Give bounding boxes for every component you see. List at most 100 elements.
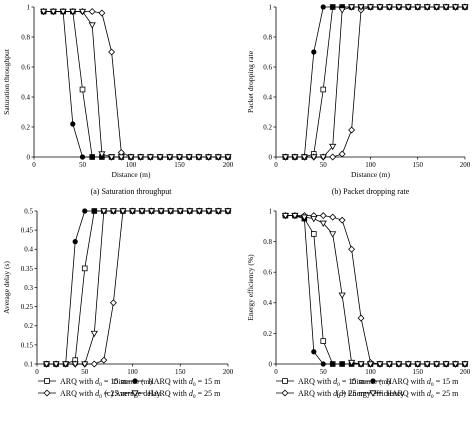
data-point <box>311 349 317 355</box>
series-line <box>285 6 465 158</box>
data-point <box>42 361 51 368</box>
data-point <box>127 154 135 161</box>
data-point <box>100 208 108 215</box>
legend-label: ARQ with d0 = 25 m <box>60 389 127 400</box>
series-triangle <box>42 208 232 368</box>
data-point <box>205 154 213 161</box>
x-tick-label: 50 <box>81 368 89 376</box>
legend-label: ARQ with d0 = 15 m <box>298 377 365 388</box>
series-line <box>285 215 465 365</box>
data-point <box>186 208 194 215</box>
x-tick-label: 150 <box>413 368 424 376</box>
data-point <box>91 208 97 214</box>
data-point <box>109 299 117 307</box>
series-square <box>43 208 231 367</box>
data-point <box>338 7 346 14</box>
data-point <box>49 8 57 16</box>
legend-label: HARQ with d0 = 25 m <box>386 389 459 400</box>
x-tick-label: 200 <box>460 161 471 169</box>
data-point <box>79 154 86 160</box>
y-tick-label: 0.6 <box>263 63 272 71</box>
data-point <box>108 154 116 161</box>
legend-item: HARQ with d0 = 15 m <box>364 377 459 388</box>
legend-item: ARQ with d0 = 15 m <box>276 377 365 388</box>
data-point <box>320 4 326 10</box>
data-point <box>291 213 299 220</box>
data-point <box>291 154 299 161</box>
series-triangle <box>40 8 232 161</box>
legend-item: HARQ with d0 = 15 m <box>126 377 221 388</box>
legend-label: HARQ with d0 = 25 m <box>148 389 221 400</box>
y-tick-label: 0.6 <box>263 269 272 277</box>
data-point <box>330 4 336 10</box>
data-point <box>404 361 412 368</box>
x-tick-label: 200 <box>460 368 471 376</box>
data-point <box>320 361 326 367</box>
data-point <box>205 208 213 215</box>
triangle-marker-icon <box>131 390 139 397</box>
data-point <box>414 4 422 11</box>
data-point <box>137 154 145 161</box>
series-line <box>285 215 465 365</box>
data-point <box>330 361 336 367</box>
data-point <box>338 150 346 158</box>
data-point <box>176 208 184 215</box>
data-point <box>319 154 327 161</box>
series-triangle <box>281 4 469 161</box>
series-dot <box>282 212 468 367</box>
legend-item: ARQ with d0 = 25 m <box>38 389 127 400</box>
data-point <box>119 208 127 215</box>
y-tick-label: 0 <box>269 153 273 161</box>
data-point <box>72 239 78 245</box>
data-point <box>117 154 125 161</box>
data-point <box>385 4 393 11</box>
figure-caption: (b) Packet dropping rate <box>332 187 410 196</box>
data-point <box>395 4 403 11</box>
data-point <box>224 154 232 161</box>
y-tick-label: 0 <box>27 153 31 161</box>
x-tick-label: 100 <box>127 368 138 376</box>
data-point <box>89 154 95 160</box>
data-point <box>81 361 89 368</box>
series-line <box>46 210 228 365</box>
legend-label: HARQ with d0 = 15 m <box>386 377 459 388</box>
y-tick-label: 0.15 <box>21 341 34 349</box>
x-tick-label: 0 <box>32 161 36 169</box>
x-tick-label: 200 <box>223 161 234 169</box>
x-tick-label: 50 <box>320 161 328 169</box>
x-tick-label: 100 <box>126 161 137 169</box>
y-tick-label: 0.4 <box>24 246 33 254</box>
data-point <box>214 154 222 161</box>
data-point <box>329 143 337 151</box>
chart-3: 0 50 100 150 200 0.1 0.15 0.2 0.25 0.3 0.35 0.4 0.45… <box>2 207 234 386</box>
data-point <box>128 208 137 215</box>
legend-label: ARQ with d0 = 15 m <box>60 377 127 388</box>
chart-2: 0 50 100 150 200 0 0.2 0.4 0.6 0.8 1 Distance (m) Pa… <box>246 3 471 179</box>
series-line <box>46 210 228 365</box>
data-point <box>366 361 375 368</box>
x-tick-label: 150 <box>175 368 186 376</box>
data-point <box>90 360 98 368</box>
figure-caption: (d) Energy efficiency <box>336 389 404 398</box>
y-tick-label: 0.3 <box>24 284 33 292</box>
series-line <box>43 11 228 158</box>
data-point <box>81 265 88 272</box>
data-point <box>376 361 384 368</box>
data-point <box>461 4 469 11</box>
y-tick-label: 0.35 <box>21 265 34 273</box>
data-point <box>281 154 290 161</box>
data-point <box>461 361 469 368</box>
data-point <box>148 208 156 215</box>
x-axis-title: Distance (m) <box>351 170 390 179</box>
x-tick-label: 0 <box>35 368 39 376</box>
data-point <box>69 8 77 16</box>
y-tick-label: 0.5 <box>24 207 33 215</box>
data-point <box>310 154 318 161</box>
legend-item: HARQ with d0 = 25 m <box>364 389 459 400</box>
x-axis-title: Distance (m) <box>112 170 151 179</box>
y-axis-title: Packet dropping rate <box>246 50 255 113</box>
y-tick-label: 0.2 <box>24 322 33 330</box>
